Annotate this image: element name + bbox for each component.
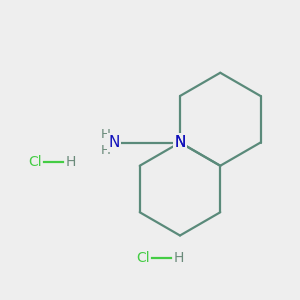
Text: H: H bbox=[174, 251, 184, 265]
Text: N: N bbox=[108, 135, 120, 150]
Text: N: N bbox=[174, 135, 186, 150]
Text: H: H bbox=[66, 155, 76, 169]
Text: H: H bbox=[101, 128, 110, 141]
Text: Cl: Cl bbox=[28, 155, 42, 169]
Text: N: N bbox=[174, 135, 186, 150]
Text: N: N bbox=[108, 135, 120, 150]
Text: H: H bbox=[101, 144, 110, 158]
Text: Cl: Cl bbox=[136, 251, 150, 265]
